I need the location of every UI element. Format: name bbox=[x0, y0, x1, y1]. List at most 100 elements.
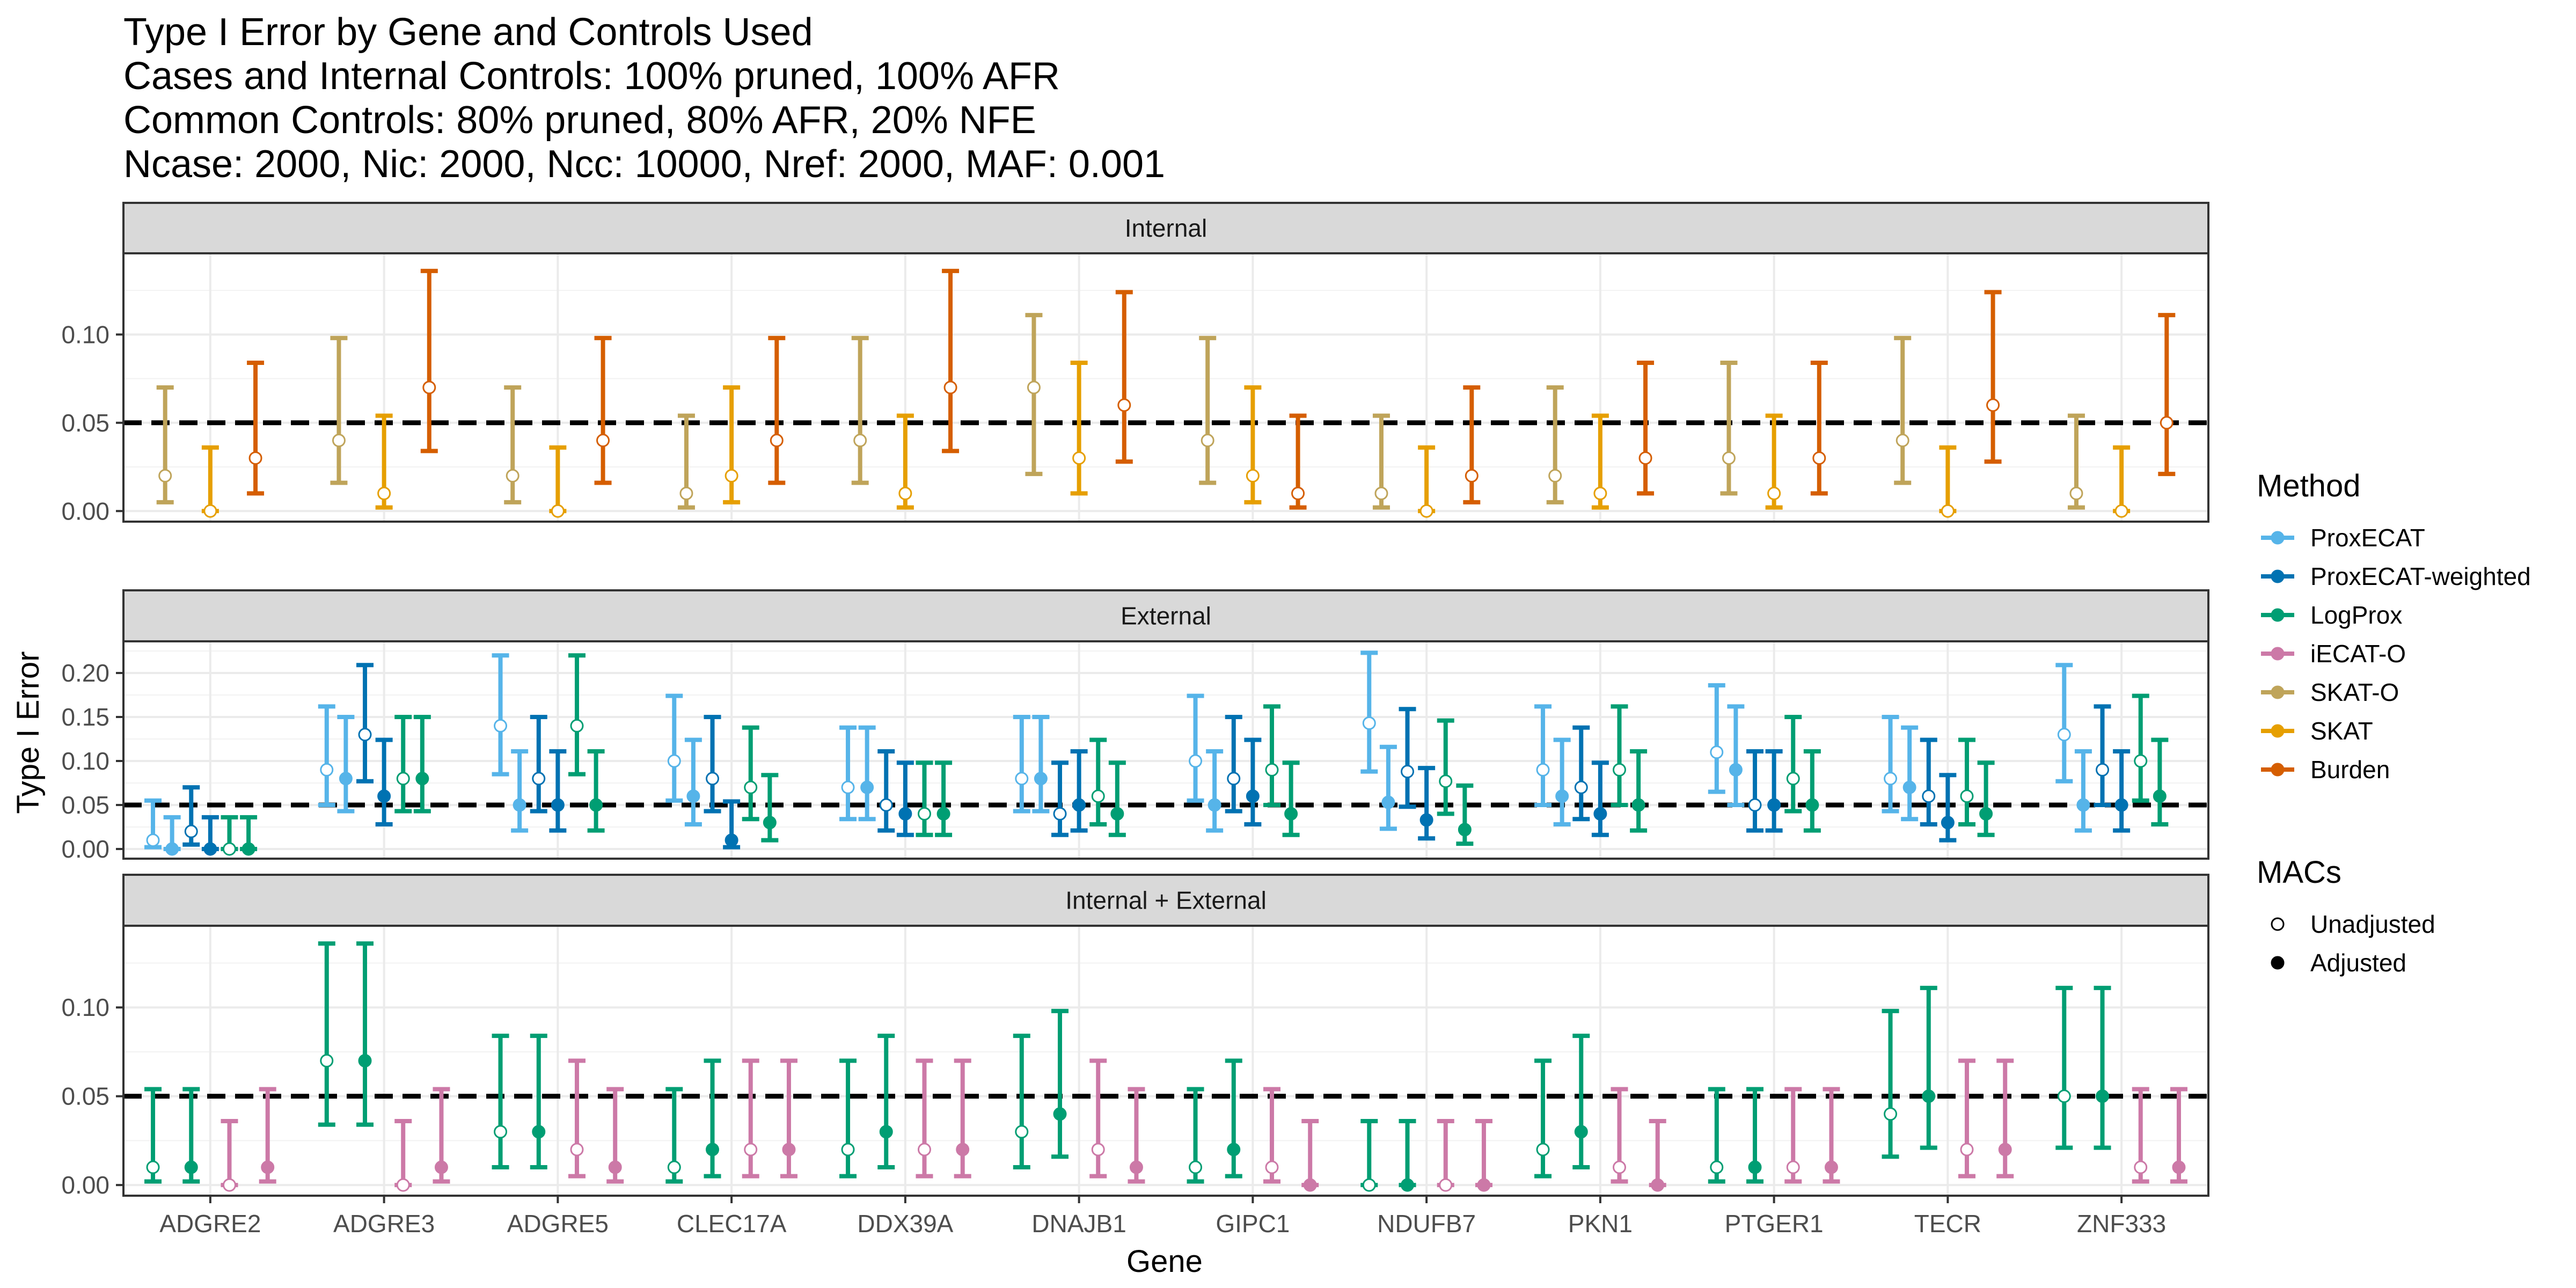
point-unadjusted bbox=[2057, 1089, 2071, 1103]
panel-1: Internal 0.00 0.05 0.10 bbox=[61, 202, 2209, 525]
point-adjusted bbox=[1979, 807, 1993, 821]
legend-label: ProxECAT-weighted bbox=[2310, 562, 2531, 590]
point-unadjusted bbox=[724, 469, 738, 482]
point-adjusted bbox=[434, 1160, 448, 1174]
point-unadjusted bbox=[320, 1054, 334, 1067]
point-adjusted bbox=[1303, 1178, 1317, 1192]
point-adjusted bbox=[1631, 798, 1645, 812]
point-unadjusted bbox=[1227, 772, 1241, 786]
legend-key-point bbox=[2271, 956, 2285, 970]
point-adjusted bbox=[1110, 807, 1124, 821]
legend-key-point bbox=[2271, 647, 2285, 661]
point-adjusted bbox=[377, 789, 391, 803]
point-adjusted bbox=[2114, 798, 2128, 812]
point-unadjusted bbox=[422, 380, 436, 394]
point-unadjusted bbox=[1053, 807, 1067, 821]
point-unadjusted bbox=[1612, 1160, 1626, 1174]
point-adjusted bbox=[706, 1143, 720, 1157]
point-unadjusted bbox=[1419, 504, 1433, 518]
point-adjusted bbox=[513, 798, 526, 812]
point-adjusted bbox=[1227, 1143, 1241, 1157]
series-proxecat-weighted-adjusted bbox=[201, 737, 2131, 856]
point-unadjusted bbox=[1710, 745, 1724, 759]
point-unadjusted bbox=[1536, 763, 1550, 777]
legend-key-point bbox=[2271, 724, 2285, 738]
facet-strip bbox=[122, 589, 2209, 642]
legend-macs: Unadjusted Adjusted bbox=[2271, 910, 2435, 977]
legend-item-logprox: LogProx bbox=[2261, 601, 2402, 629]
point-unadjusted bbox=[1941, 504, 1955, 518]
point-unadjusted bbox=[2134, 754, 2148, 768]
point-unadjusted bbox=[679, 486, 693, 500]
point-unadjusted bbox=[667, 754, 681, 768]
point-unadjusted bbox=[1896, 434, 1909, 448]
point-unadjusted bbox=[1786, 772, 1800, 786]
y-tick-label: 0.20 bbox=[61, 659, 109, 687]
point-unadjusted bbox=[1117, 398, 1131, 412]
y-tick-label: 0.05 bbox=[61, 409, 109, 437]
legend-key-point bbox=[2271, 569, 2285, 583]
point-unadjusted bbox=[879, 798, 893, 812]
point-unadjusted bbox=[1027, 380, 1041, 394]
point-unadjusted bbox=[841, 1143, 855, 1157]
x-tick-label: NDUFB7 bbox=[1377, 1210, 1476, 1238]
point-unadjusted bbox=[1401, 765, 1415, 779]
point-adjusted bbox=[1824, 1160, 1838, 1174]
point-adjusted bbox=[261, 1160, 275, 1174]
point-unadjusted bbox=[1362, 1178, 1376, 1192]
point-unadjusted bbox=[396, 1178, 410, 1192]
point-adjusted bbox=[898, 807, 912, 821]
point-adjusted bbox=[532, 1125, 546, 1139]
facet-strip-label: External bbox=[1121, 602, 1211, 630]
x-tick-label: ZNF333 bbox=[2077, 1210, 2166, 1238]
point-adjusted bbox=[1284, 807, 1298, 821]
point-unadjusted bbox=[494, 1125, 508, 1139]
point-adjusted bbox=[686, 789, 700, 803]
point-unadjusted bbox=[898, 486, 912, 500]
point-unadjusted bbox=[332, 434, 346, 448]
title-line-3: Common Controls: 80% pruned, 80% AFR, 20… bbox=[123, 99, 1036, 142]
legend-item-skat-o: SKAT-O bbox=[2261, 678, 2399, 706]
point-unadjusted bbox=[1548, 469, 1562, 482]
point-unadjusted bbox=[744, 780, 758, 794]
y-tick-label: 0.05 bbox=[61, 1082, 109, 1110]
x-tick-label: PKN1 bbox=[1568, 1210, 1633, 1238]
x-tick-label: ADGRE5 bbox=[507, 1210, 609, 1238]
point-unadjusted bbox=[917, 1143, 931, 1157]
series-proxecat-weighted-unadjusted bbox=[182, 663, 2111, 847]
legend-key-point bbox=[2271, 763, 2285, 777]
point-unadjusted bbox=[222, 842, 236, 856]
point-unadjusted bbox=[1960, 1143, 1974, 1157]
facet-strip bbox=[122, 874, 2209, 927]
legend-item-proxecat: ProxECAT bbox=[2261, 524, 2425, 552]
point-adjusted bbox=[1477, 1178, 1491, 1192]
point-adjusted bbox=[1998, 1143, 2012, 1157]
point-unadjusted bbox=[841, 780, 855, 794]
series-logprox-adjusted bbox=[240, 715, 2169, 856]
point-unadjusted bbox=[158, 469, 172, 482]
point-adjusted bbox=[203, 842, 217, 856]
point-unadjusted bbox=[184, 824, 198, 838]
point-adjusted bbox=[241, 842, 255, 856]
point-adjusted bbox=[1593, 807, 1607, 821]
panel-3: Internal + External 0.00 0.05 0.10 ADGRE2 ADG… bbox=[61, 874, 2209, 1238]
point-adjusted bbox=[1941, 816, 1955, 830]
point-adjusted bbox=[1458, 823, 1472, 837]
point-unadjusted bbox=[1536, 1143, 1550, 1157]
series-skat-unadjusted bbox=[201, 360, 2131, 518]
legend-label: SKAT bbox=[2310, 717, 2373, 745]
point-unadjusted bbox=[1439, 774, 1453, 788]
legend-label: SKAT-O bbox=[2310, 678, 2399, 706]
legend-key-point bbox=[2271, 685, 2285, 699]
point-unadjusted bbox=[1091, 1143, 1105, 1157]
point-unadjusted bbox=[1246, 469, 1260, 482]
point-unadjusted bbox=[1593, 486, 1607, 500]
point-adjusted bbox=[763, 816, 777, 830]
facet-strip bbox=[122, 202, 2209, 254]
point-adjusted bbox=[936, 807, 950, 821]
point-adjusted bbox=[956, 1143, 970, 1157]
point-unadjusted bbox=[1710, 1160, 1724, 1174]
legend-item-burden: Burden bbox=[2261, 756, 2390, 784]
legend-title-macs: MACs bbox=[2257, 855, 2341, 890]
legend: Method ProxECAT ProxECAT-weighted LogProx i… bbox=[2257, 469, 2531, 977]
